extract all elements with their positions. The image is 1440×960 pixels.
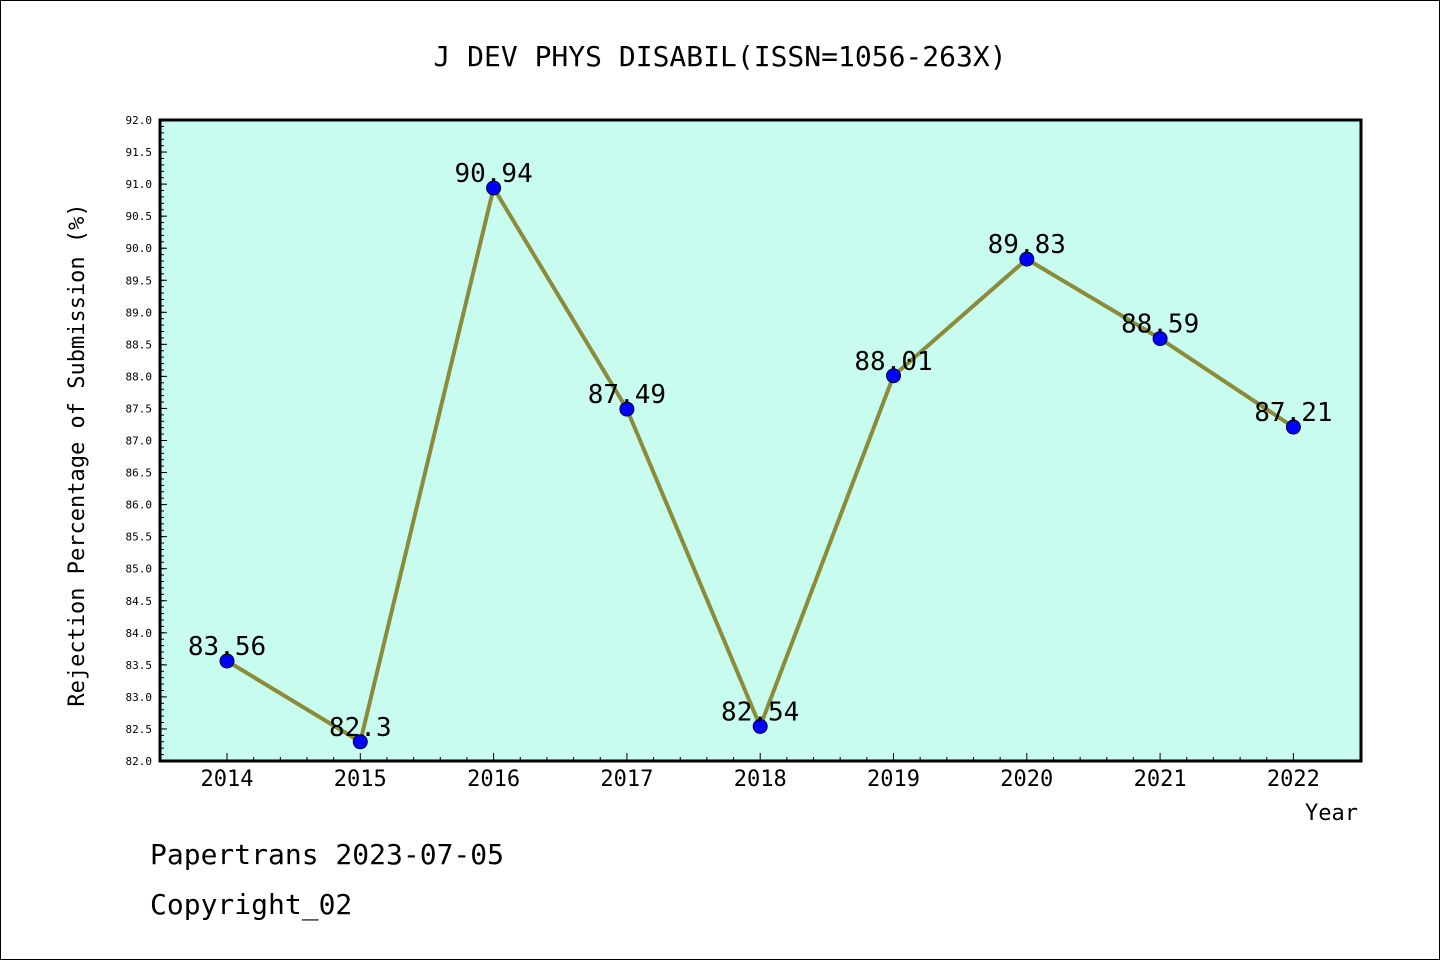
x-tick-label: 2015: [334, 767, 387, 792]
data-labels: 83.56 82.3 90.94 87.49 82.54 88.01 89.83 88.59 8…: [188, 159, 1333, 743]
y-tick-label: 84.5: [126, 595, 153, 608]
x-tick-label: 2018: [734, 767, 787, 792]
data-label: 90.94: [454, 159, 532, 189]
x-tick-label: 2014: [201, 767, 254, 792]
y-tick-label: 91.5: [126, 146, 153, 159]
y-tick-label: 86.5: [126, 467, 153, 480]
data-point: [619, 401, 635, 417]
data-label: 82.3: [329, 713, 392, 743]
y-tick-label: 89.5: [126, 274, 153, 287]
chart-title: J DEV PHYS DISABIL(ISSN=1056-263X): [433, 40, 1006, 73]
plot-area: [158, 118, 1363, 763]
y-tick-label: 82.0: [126, 755, 153, 768]
footer-copyright: Copyright_02: [150, 888, 352, 922]
data-label: 82.54: [721, 697, 799, 727]
x-axis-ticks: 2014 2015 2016 2017 2018 2019 2020 2021 2022: [201, 753, 1320, 792]
data-point: [219, 653, 235, 669]
y-tick-label: 90.0: [126, 242, 153, 255]
y-tick-label: 83.0: [126, 691, 153, 704]
y-tick-label: 83.5: [126, 659, 153, 672]
x-tick-label: 2022: [1267, 767, 1320, 792]
y-tick-label: 88.0: [126, 370, 153, 383]
data-point: [1019, 251, 1035, 267]
y-tick-label: 86.0: [126, 499, 153, 512]
y-tick-label: 91.0: [126, 178, 153, 191]
y-axis-label: Rejection Percentage of Submission (%): [65, 203, 90, 706]
x-axis-label: Year: [1305, 801, 1358, 826]
y-tick-label: 85.0: [126, 563, 153, 576]
data-point: [486, 180, 502, 196]
y-tick-label: 85.5: [126, 531, 153, 544]
data-label: 88.59: [1121, 310, 1199, 340]
x-tick-label: 2017: [600, 767, 653, 792]
y-tick-label: 88.5: [126, 338, 153, 351]
x-tick-label: 2021: [1134, 767, 1187, 792]
data-point: [352, 734, 368, 750]
y-axis-ticks: 82.0 82.5 83.0 83.5 84.0 84.5 85.0 85.5 86.0 86.5…: [126, 114, 167, 768]
data-label: 88.01: [854, 347, 932, 377]
data-point: [886, 368, 901, 384]
y-tick-label: 92.0: [126, 114, 153, 127]
y-tick-label: 87.0: [126, 435, 153, 448]
data-point: [1285, 419, 1301, 435]
data-label: 83.56: [188, 632, 266, 662]
x-tick-label: 2019: [867, 767, 920, 792]
x-tick-label: 2020: [1000, 767, 1053, 792]
data-label: 89.83: [988, 230, 1066, 260]
data-markers: [219, 180, 1301, 750]
y-tick-label: 84.0: [126, 627, 153, 640]
data-point: [1152, 331, 1168, 347]
data-point: [752, 718, 768, 734]
x-tick-label: 2016: [467, 767, 520, 792]
y-tick-label: 90.5: [126, 210, 153, 223]
y-tick-label: 82.5: [126, 723, 153, 736]
y-tick-label: 87.5: [126, 402, 153, 415]
footer-date: Papertrans 2023-07-05: [150, 838, 504, 871]
data-label: 87.21: [1254, 398, 1332, 428]
y-tick-label: 89.0: [126, 306, 153, 319]
data-label: 87.49: [588, 380, 666, 410]
